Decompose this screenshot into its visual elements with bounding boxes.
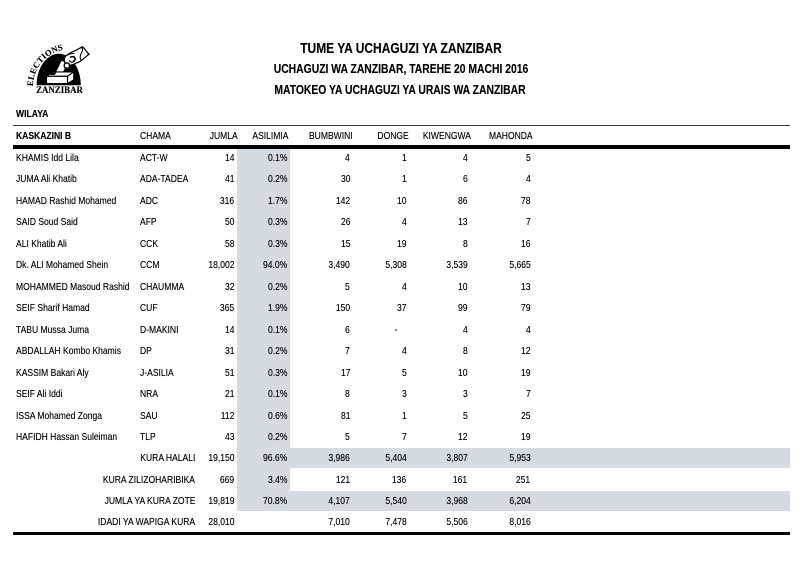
- svg-text:ZANZIBAR: ZANZIBAR: [36, 85, 83, 95]
